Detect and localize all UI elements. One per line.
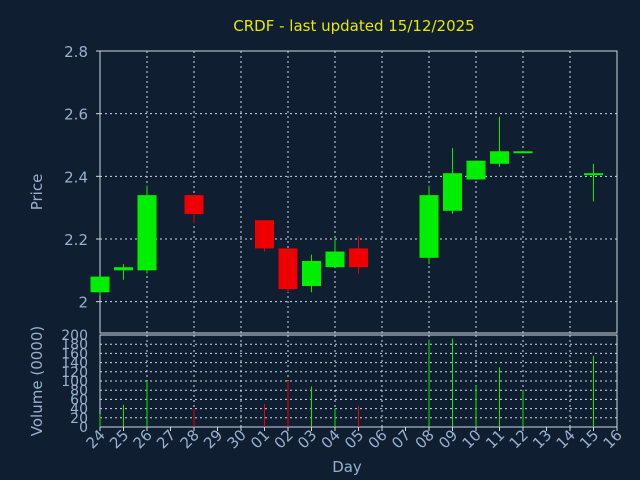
price-axis-label: Price [28, 174, 46, 211]
volume-ytick-label: 140 [61, 356, 88, 372]
candle-body [584, 173, 603, 176]
x-tick-label: 11 [482, 426, 508, 452]
price-panel: 2 2.2 2.4 2.6 2.8 [64, 43, 618, 334]
volume-panel: 0204060801001201401601802002425262728293… [61, 328, 626, 452]
x-tick-label: 02 [271, 426, 297, 452]
volume-ytick-label: 120 [61, 365, 88, 381]
price-ytick-label: 2.8 [64, 43, 88, 61]
x-tick-label: 13 [529, 426, 555, 452]
x-tick-label: 28 [177, 426, 203, 452]
candle-body [443, 173, 462, 211]
x-tick-label: 15 [576, 426, 602, 452]
x-tick-label: 16 [600, 426, 626, 452]
volume-ytick-label: 80 [70, 383, 88, 399]
volume-ytick-label: 160 [61, 346, 88, 362]
candle-body [255, 220, 274, 249]
candle-body [419, 195, 439, 258]
x-tick-label: 29 [200, 426, 226, 452]
x-tick-label: 06 [365, 426, 391, 452]
volume-ytick-label: 60 [70, 392, 88, 408]
price-ytick-label: 2.2 [64, 231, 88, 249]
candle-body [325, 251, 345, 268]
candle-body [466, 160, 486, 180]
x-tick-label: 04 [318, 426, 344, 452]
volume-ytick-label: 0 [79, 420, 88, 436]
volume-ytick-label: 180 [61, 337, 88, 353]
volume-ytick-label: 200 [61, 328, 88, 344]
x-tick-label: 09 [435, 426, 461, 452]
x-tick-label: 03 [294, 426, 320, 452]
x-tick-label: 26 [130, 426, 156, 452]
candle-body [114, 267, 133, 271]
candle-body [349, 248, 368, 268]
x-tick-label: 01 [247, 426, 273, 452]
x-tick-label: 30 [224, 426, 250, 452]
candle-body [513, 151, 533, 154]
x-tick-label: 10 [459, 426, 485, 452]
candle-body [137, 195, 157, 271]
x-tick-label: 08 [412, 426, 438, 452]
x-tick-label: 27 [153, 426, 179, 452]
volume-axis-label: Volume (0000) [28, 326, 46, 436]
x-tick-label: 12 [506, 426, 532, 452]
x-axis-label: Day [332, 458, 362, 476]
volume-ytick-label: 40 [70, 402, 88, 418]
candle-body [490, 151, 509, 164]
x-tick-label: 14 [553, 426, 579, 452]
price-ytick-label: 2.6 [64, 106, 88, 124]
price-ytick-label: 2.4 [64, 168, 88, 186]
candle-body [184, 195, 204, 214]
candle-body [90, 276, 110, 293]
volume-ytick-label: 20 [70, 411, 88, 427]
x-tick-label: 25 [106, 426, 132, 452]
x-tick-label: 07 [388, 426, 414, 452]
x-tick-label: 05 [341, 426, 367, 452]
candle-body [302, 260, 321, 286]
volume-ytick-label: 100 [61, 374, 88, 390]
candle-body [278, 248, 298, 290]
chart-title: CRDF - last updated 15/12/2025 [233, 17, 474, 35]
price-ytick-label: 2 [78, 294, 88, 312]
price-plot-frame [99, 50, 618, 334]
